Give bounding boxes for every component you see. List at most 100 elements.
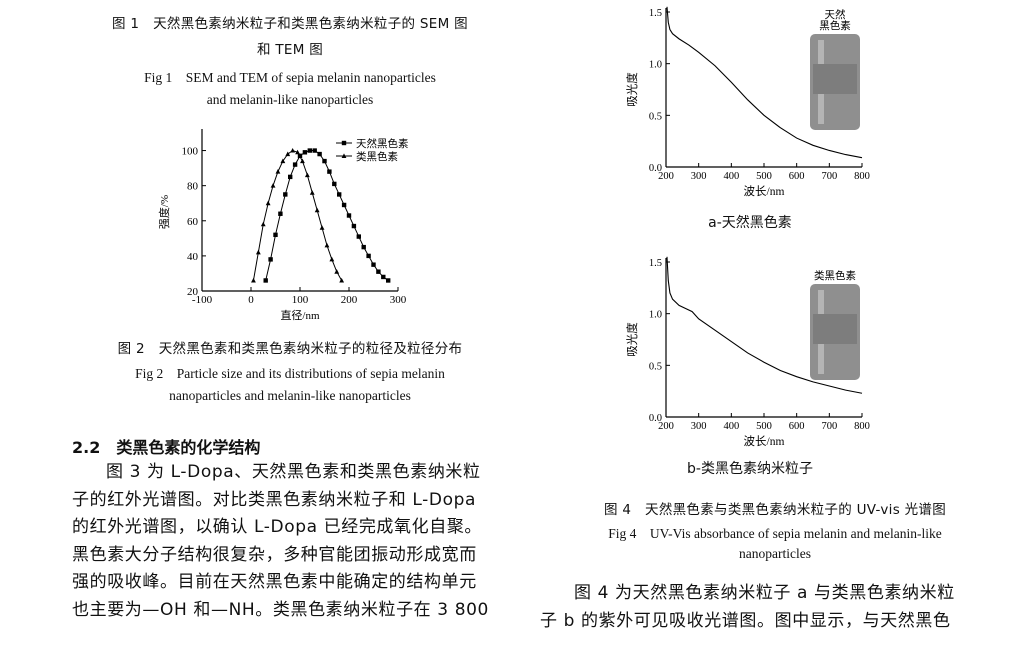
data-point-square (371, 262, 376, 267)
y-tick-label: 1.0 (649, 310, 662, 321)
body-line-2: 子的红外光谱图。对比类黑色素纳米粒子和 L-Dopa (72, 489, 477, 510)
data-point-square (327, 169, 332, 174)
fig2-caption-zh: 图 2 天然黑色素和类黑色素纳米粒子的粒径及粒径分布 (117, 341, 463, 357)
data-point-square (268, 257, 273, 262)
x-tick-label: 500 (756, 421, 772, 432)
y-tick-label: 60 (187, 216, 199, 228)
y-tick-label: 40 (187, 251, 199, 263)
uv-vis-chart-b: 200 300 400 500 600 700 800 0.0 0.5 1.0 1.5 波长/nm 吸光… (625, 256, 870, 448)
y-tick-label: 1.5 (649, 8, 662, 19)
fig2-caption-en-line1: Fig 2 Particle size and its distribution… (135, 366, 445, 381)
data-point-square (337, 192, 342, 197)
data-point-triangle (319, 225, 325, 230)
x-tick-label: 300 (691, 421, 707, 432)
legend-marker-square (341, 140, 347, 146)
data-point-triangle (275, 169, 281, 174)
y-tick-label: 1.0 (649, 60, 662, 71)
y-tick-label: 100 (182, 146, 199, 158)
data-point-triangle (251, 277, 256, 283)
data-point-triangle (300, 158, 305, 164)
y-tick-label: 0.0 (649, 413, 662, 424)
x-tick-label: 600 (789, 421, 805, 432)
x-axis-label: 直径/nm (280, 308, 320, 322)
x-tick-label: 0 (248, 294, 254, 306)
data-point-square (341, 202, 347, 208)
data-point-triangle (304, 172, 310, 178)
data-point-triangle (329, 256, 335, 262)
data-point-square (263, 278, 268, 283)
x-tick-label: 600 (789, 171, 805, 182)
data-point-square (351, 223, 357, 229)
data-point-triangle (339, 277, 345, 283)
data-point-square (307, 148, 312, 153)
x-tick-label: 400 (723, 171, 739, 182)
data-point-square (386, 278, 391, 283)
x-tick-label: -100 (192, 294, 213, 306)
data-point-square (283, 192, 288, 197)
x-tick-label: 700 (821, 421, 837, 432)
vial-liquid-band (813, 314, 857, 344)
subfigure-b-label: b-类黑色素纳米粒子 (687, 461, 813, 477)
x-tick-label: 800 (854, 171, 870, 182)
fig4-caption-en-line1: Fig 4 UV-Vis absorbance of sepia melanin… (608, 526, 942, 541)
x-axis-label: 波长/nm (744, 185, 785, 198)
x-tick-label: 800 (854, 421, 870, 432)
data-point-triangle (314, 207, 320, 213)
data-point-square (381, 274, 386, 280)
x-tick-label: 200 (658, 171, 674, 182)
x-tick-label: 200 (341, 294, 358, 306)
absorbance-curve (666, 6, 863, 159)
data-point-triangle (280, 158, 286, 164)
y-axis-label: 吸光度 (625, 322, 639, 357)
series-line-sepia (265, 150, 389, 281)
y-tick-label: 80 (187, 181, 199, 193)
right-body-line-1: 图 4 为天然黑色素纳米粒子 a 与类黑色素纳米粒 (574, 583, 955, 603)
body-line-4: 黑色素大分子结构很复杂，多种官能团振动形成宽而 (72, 544, 477, 565)
right-body: 图 4 为天然黑色素纳米粒子 a 与类黑色素纳米粒 子 b 的紫外可见吸收光谱图… (540, 580, 1010, 635)
vial-liquid-band (813, 64, 857, 94)
uv-vis-chart-a: 200 300 400 500 600 700 800 0.0 0.5 1.0 1.5 波长/nm 吸光… (625, 6, 870, 198)
vial-label: 黑色素 (819, 19, 851, 32)
x-tick-label: 100 (292, 294, 309, 306)
x-tick-label: 300 (390, 294, 407, 306)
x-tick-label: 200 (658, 421, 674, 432)
fig1-caption-en-line2: and melanin-like nanoparticles (206, 92, 374, 107)
body-line-6: 也主要为—OH 和—NH。类黑色素纳米粒子在 3 800 (72, 599, 489, 620)
fig1-caption-zh-line1: 图 1 天然黑色素纳米粒子和类黑色素纳米粒子的 SEM 图 (112, 16, 468, 32)
y-axis-label: 吸光度 (625, 72, 639, 107)
body-line-1: 图 3 为 L-Dopa、天然黑色素和类黑色素纳米粒 (106, 462, 481, 482)
x-tick-label: 300 (691, 171, 707, 182)
fig1-caption-en-line1: Fig 1 SEM and TEM of sepia melanin nanop… (144, 70, 436, 85)
data-point-square (376, 269, 381, 274)
data-point-triangle (324, 242, 330, 248)
fig4-caption-en-line2: nanoparticles (739, 546, 811, 561)
subfigure-a-label: a-天然黑色素 (708, 215, 792, 231)
data-point-triangle (290, 147, 296, 153)
y-axis-label: 强度/% (157, 195, 171, 229)
x-tick-label: 700 (821, 171, 837, 182)
data-point-square (356, 234, 361, 239)
x-axis-label: 波长/nm (744, 435, 785, 448)
vial-label: 天然 (825, 8, 846, 21)
data-point-square (361, 244, 366, 250)
data-point-square (302, 150, 308, 155)
data-point-square (332, 181, 337, 187)
y-tick-label: 1.5 (649, 258, 662, 269)
data-point-triangle (270, 183, 276, 188)
data-point-triangle (295, 149, 300, 155)
x-tick-label: 400 (723, 421, 739, 432)
legend-label: 天然黑色素 (356, 137, 409, 150)
data-point-square (312, 148, 317, 153)
data-point-triangle (309, 190, 315, 195)
section-body: 图 3 为 L-Dopa、天然黑色素和类黑色素纳米粒 子的红外光谱图。对比类黑色… (72, 459, 532, 624)
body-line-5: 强的吸收峰。目前在天然黑色素中能确定的结构单元 (72, 572, 477, 592)
data-point-triangle (334, 269, 340, 274)
data-point-square (273, 232, 278, 238)
fig1-caption-zh-line2: 和 TEM 图 (256, 42, 324, 58)
body-line-3: 的红外光谱图，以确认 L-Dopa 已经完成氧化自聚。 (72, 517, 483, 537)
x-tick-label: 500 (756, 171, 772, 182)
y-tick-label: 0.5 (649, 111, 662, 122)
data-point-triangle (260, 221, 266, 227)
legend-label: 类黑色素 (356, 150, 398, 163)
section-heading: 2.2 类黑色素的化学结构 (72, 438, 261, 457)
